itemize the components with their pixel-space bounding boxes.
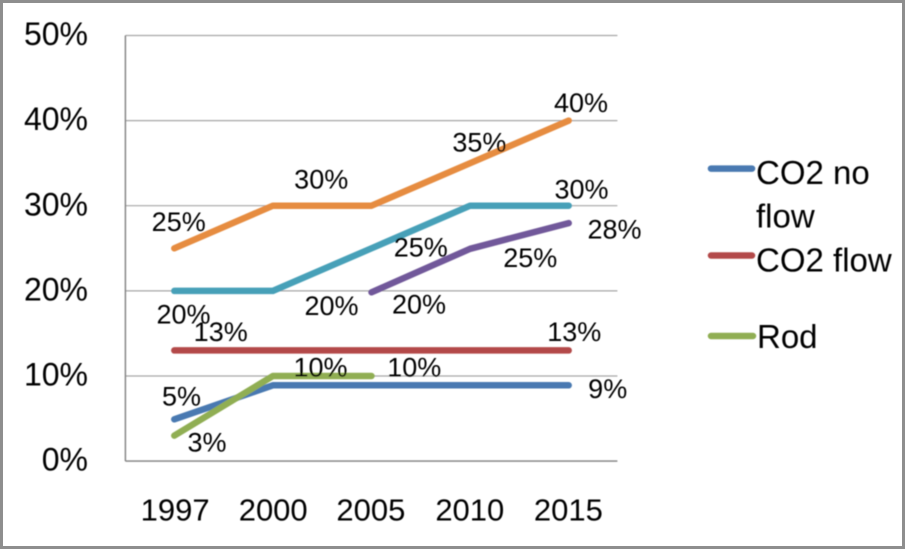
svg-text:25%: 25% [394, 233, 448, 263]
svg-text:5%: 5% [162, 382, 201, 412]
svg-text:flow: flow [756, 197, 815, 234]
svg-text:20%: 20% [304, 291, 358, 321]
svg-text:35%: 35% [452, 128, 506, 158]
svg-text:Rod: Rod [757, 318, 818, 355]
svg-text:25%: 25% [152, 207, 206, 237]
svg-text:1997: 1997 [141, 493, 210, 528]
svg-text:CO2 no: CO2 no [756, 154, 870, 191]
svg-text:40%: 40% [554, 88, 608, 118]
svg-text:30%: 30% [294, 165, 348, 195]
svg-text:28%: 28% [587, 215, 641, 245]
svg-text:40%: 40% [24, 101, 88, 137]
svg-text:2015: 2015 [534, 493, 603, 528]
svg-text:2005: 2005 [336, 493, 405, 528]
svg-text:20%: 20% [24, 272, 88, 308]
svg-text:30%: 30% [24, 187, 88, 223]
svg-text:10%: 10% [387, 353, 441, 383]
svg-text:3%: 3% [187, 428, 226, 458]
svg-text:13%: 13% [194, 317, 248, 347]
svg-text:20%: 20% [392, 290, 446, 320]
svg-text:10%: 10% [293, 353, 347, 383]
svg-text:2000: 2000 [239, 493, 308, 528]
svg-text:10%: 10% [24, 357, 88, 393]
svg-text:0%: 0% [42, 442, 88, 478]
svg-text:25%: 25% [503, 243, 557, 273]
svg-text:20%: 20% [156, 300, 210, 330]
svg-text:9%: 9% [588, 374, 627, 404]
svg-text:50%: 50% [24, 16, 88, 52]
svg-text:30%: 30% [554, 175, 608, 205]
svg-text:CO2 flow: CO2 flow [756, 241, 892, 278]
svg-text:13%: 13% [547, 317, 601, 347]
svg-text:2010: 2010 [435, 493, 504, 528]
